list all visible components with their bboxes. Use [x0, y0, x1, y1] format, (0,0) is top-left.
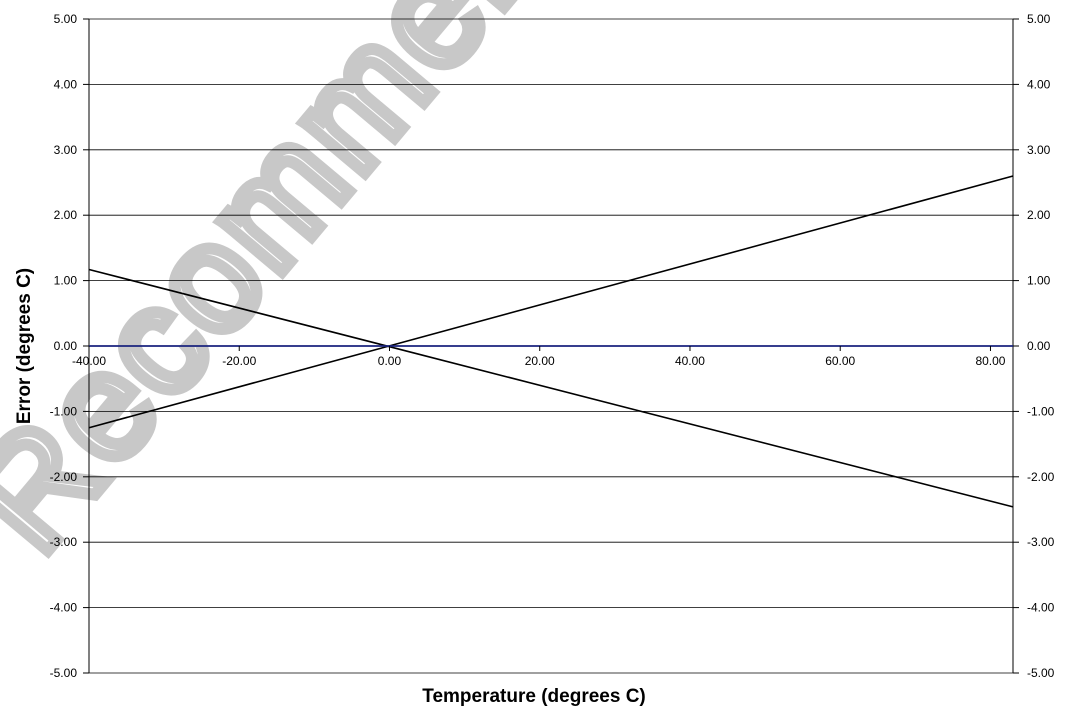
right-tick-label-6: -1.00 [1027, 404, 1055, 418]
left-tick-label-7: -2.00 [50, 470, 78, 484]
left-tick-label-0: 5.00 [54, 12, 78, 26]
x-axis-title: Temperature (degrees C) [422, 686, 646, 707]
right-tick-label-2: 3.00 [1027, 143, 1051, 157]
x-tick-label-1: -20.00 [222, 354, 256, 368]
left-tick-label-1: 4.00 [54, 77, 78, 91]
y-axis-title: Error (degrees C) [14, 268, 35, 424]
right-tick-label-7: -2.00 [1027, 470, 1055, 484]
left-tick-label-3: 2.00 [54, 208, 78, 222]
x-tick-label-5: 60.00 [825, 354, 855, 368]
left-tick-label-10: -5.00 [50, 666, 78, 680]
watermark: Recommended [0, 0, 753, 587]
left-tick-label-9: -4.00 [50, 601, 78, 615]
x-tick-label-4: 40.00 [675, 354, 705, 368]
right-y-axis: 5.00 4.00 3.00 2.00 1.00 0.00 -1.00 -2.00 -3.00 -… [1013, 12, 1055, 680]
right-tick-label-0: 5.00 [1027, 12, 1051, 26]
left-tick-label-2: 3.00 [54, 143, 78, 157]
left-tick-label-5: 0.00 [54, 339, 78, 353]
x-tick-label-0: -40.00 [72, 354, 106, 368]
right-tick-label-5: 0.00 [1027, 339, 1051, 353]
right-tick-label-3: 2.00 [1027, 208, 1051, 222]
watermark-text: Recommended [0, 0, 753, 587]
x-axis: -40.00 -20.00 0.00 20.00 40.00 60.00 80.00 [72, 346, 1006, 368]
left-tick-label-8: -3.00 [50, 535, 78, 549]
right-tick-label-8: -3.00 [1027, 535, 1055, 549]
right-tick-label-4: 1.00 [1027, 274, 1051, 288]
x-tick-label-2: 0.00 [378, 354, 402, 368]
x-tick-label-6: 80.00 [975, 354, 1005, 368]
right-tick-label-10: -5.00 [1027, 666, 1055, 680]
series-line-0 [88, 175, 1014, 429]
left-tick-label-6: -1.00 [50, 404, 78, 418]
left-y-axis: 5.00 4.00 3.00 2.00 1.00 0.00 -1.00 -2.00 -3.00 -… [50, 12, 89, 680]
series-line-1 [88, 268, 1014, 508]
right-tick-label-1: 4.00 [1027, 77, 1051, 91]
left-tick-label-4: 1.00 [54, 274, 78, 288]
series-lines [88, 175, 1014, 508]
x-tick-label-3: 20.00 [525, 354, 555, 368]
right-tick-label-9: -4.00 [1027, 601, 1055, 615]
